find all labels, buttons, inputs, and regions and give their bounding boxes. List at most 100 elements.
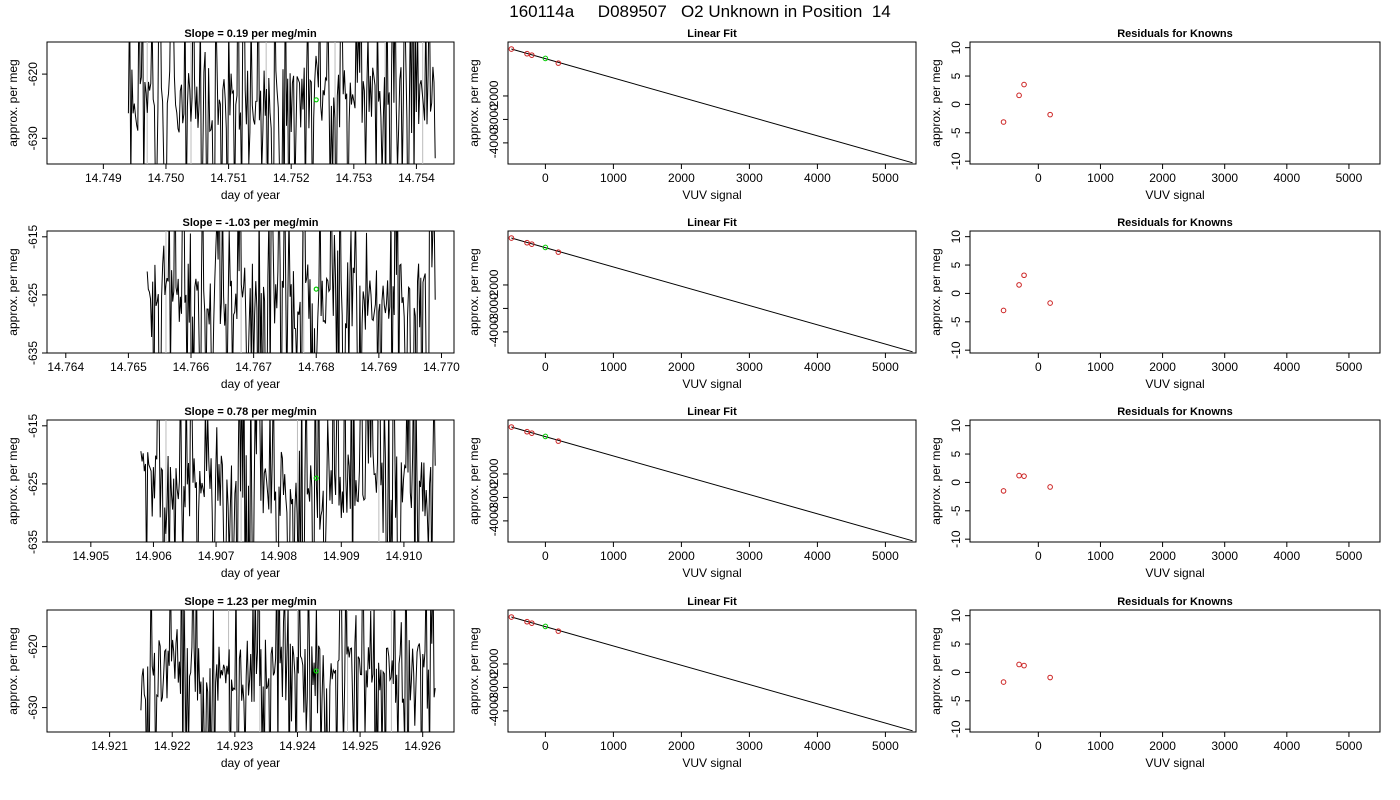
y-tick-label: 0 <box>949 101 963 108</box>
x-axis-label: VUV signal <box>1145 377 1204 391</box>
x-tick-label: 14.766 <box>173 360 210 374</box>
x-axis-label: VUV signal <box>1145 756 1204 770</box>
x-tick-label: 0 <box>542 739 549 753</box>
y-tick-label: -10 <box>949 152 963 170</box>
x-tick-label: 14.751 <box>210 171 247 185</box>
y-tick-label: -2000 <box>487 648 501 679</box>
plot-area <box>508 46 913 164</box>
y-tick-label: 10 <box>949 419 963 433</box>
known-point <box>529 52 535 58</box>
plot-frame <box>507 419 917 543</box>
x-tick-label: 1000 <box>1087 171 1114 185</box>
x-tick-label: 1000 <box>600 549 627 563</box>
x-tick-label: 14.905 <box>72 549 109 563</box>
residual-point <box>1047 111 1053 118</box>
y-axis-label: approx. per meg <box>6 248 20 335</box>
x-tick-label: 14.923 <box>216 739 253 753</box>
x-tick-label: 5000 <box>872 171 899 185</box>
x-tick-label: 4000 <box>804 360 831 374</box>
plot-area <box>1000 272 1053 314</box>
x-tick-label: 1000 <box>600 739 627 753</box>
unknown-marker <box>313 475 319 481</box>
known-point <box>508 235 515 241</box>
y-axis-label: approx. per meg <box>467 437 481 524</box>
residual-point <box>1016 282 1022 288</box>
panel-title: Slope = 1.23 per meg/min <box>184 596 317 608</box>
panel-title: Slope = 0.19 per meg/min <box>184 28 317 40</box>
known-point <box>508 424 515 430</box>
y-axis-label: approx. per meg <box>929 627 943 714</box>
y-axis-label: approx. per meg <box>6 59 20 146</box>
x-tick-label: 2000 <box>668 549 695 563</box>
x-tick-label: 2000 <box>668 171 695 185</box>
panel-timeseries-row-1: Slope = -1.03 per meg/min 14.764 14.765 14.… <box>6 217 460 391</box>
known-point <box>524 428 530 435</box>
y-tick-label: -620 <box>26 634 40 658</box>
x-tick-label: 2000 <box>1149 360 1176 374</box>
residual-point <box>1016 472 1022 479</box>
panel-residuals-row-3: Residuals for Knowns 0 1000 2000 3000 4000 500… <box>929 596 1381 770</box>
x-tick-label: 14.921 <box>91 739 128 753</box>
x-tick-label: 14.925 <box>342 739 379 753</box>
y-tick-label: 0 <box>949 479 963 486</box>
unknown-marker <box>313 97 319 103</box>
x-tick-label: 14.910 <box>386 549 423 563</box>
figure-title: 160114a D089507 O2 Unknown in Position 1… <box>509 2 891 21</box>
x-tick-label: 4000 <box>804 549 831 563</box>
x-tick-label: 4000 <box>1273 171 1300 185</box>
known-point <box>524 239 530 246</box>
x-tick-label: 14.922 <box>154 739 191 753</box>
plot-frame <box>46 609 455 733</box>
known-point <box>508 46 515 52</box>
fit-line <box>511 616 913 732</box>
y-axis-label: approx. per meg <box>467 248 481 335</box>
plot-area <box>146 231 436 353</box>
y-axis-label: approx. per meg <box>929 59 943 146</box>
y-tick-label: -3000 <box>487 293 501 324</box>
panel-fit-row-0: Linear Fit 0 1000 2000 3000 4000 5000 -2000-300… <box>467 28 917 202</box>
y-tick-label: 10 <box>949 230 963 244</box>
x-tick-label: 14.926 <box>404 739 441 753</box>
x-tick-label: 14.750 <box>148 171 185 185</box>
x-tick-label: 3000 <box>736 739 763 753</box>
panel-timeseries-row-0: Slope = 0.19 per meg/min 14.749 14.750 14.7… <box>6 28 455 202</box>
plot-area <box>508 424 913 542</box>
residual-point <box>1021 473 1027 479</box>
y-tick-label: -625 <box>26 283 40 307</box>
y-tick-label: 5 <box>949 640 963 647</box>
x-tick-label: 14.752 <box>273 171 310 185</box>
plot-area <box>1000 661 1053 685</box>
y-tick-label: -615 <box>26 413 40 437</box>
unknown-marker <box>313 668 319 674</box>
series-line <box>146 231 436 353</box>
y-tick-label: 10 <box>949 41 963 55</box>
x-tick-label: 14.906 <box>135 549 172 563</box>
y-tick-label: 5 <box>949 450 963 457</box>
residual-point <box>1000 488 1007 494</box>
x-tick-label: 1000 <box>1087 549 1114 563</box>
panel-title: Linear Fit <box>687 217 737 229</box>
x-tick-label: 14.765 <box>110 360 147 374</box>
x-axis-label: VUV signal <box>682 377 741 391</box>
x-axis-label: VUV signal <box>1145 188 1204 202</box>
x-tick-label: 4000 <box>1273 549 1300 563</box>
panel-timeseries-row-2: Slope = 0.78 per meg/min 14.905 14.906 14.9… <box>6 406 455 580</box>
known-point <box>555 438 562 444</box>
x-tick-label: 4000 <box>1273 739 1300 753</box>
panel-title: Residuals for Knowns <box>1117 28 1233 40</box>
x-tick-label: 5000 <box>1336 549 1363 563</box>
series-line <box>140 420 436 542</box>
y-tick-label: -5 <box>949 316 963 327</box>
x-tick-label: 5000 <box>1336 171 1363 185</box>
y-tick-label: -625 <box>26 472 40 496</box>
y-axis-label: approx. per meg <box>467 627 481 714</box>
x-tick-label: 1000 <box>1087 739 1114 753</box>
series-line <box>140 610 436 732</box>
plot-area <box>1000 81 1053 125</box>
residual-point <box>1021 81 1027 88</box>
y-axis-label: approx. per meg <box>6 627 20 714</box>
x-tick-label: 14.767 <box>235 360 272 374</box>
unknown-point <box>542 244 549 251</box>
residual-point <box>1000 119 1007 125</box>
residual-point <box>1016 661 1022 668</box>
